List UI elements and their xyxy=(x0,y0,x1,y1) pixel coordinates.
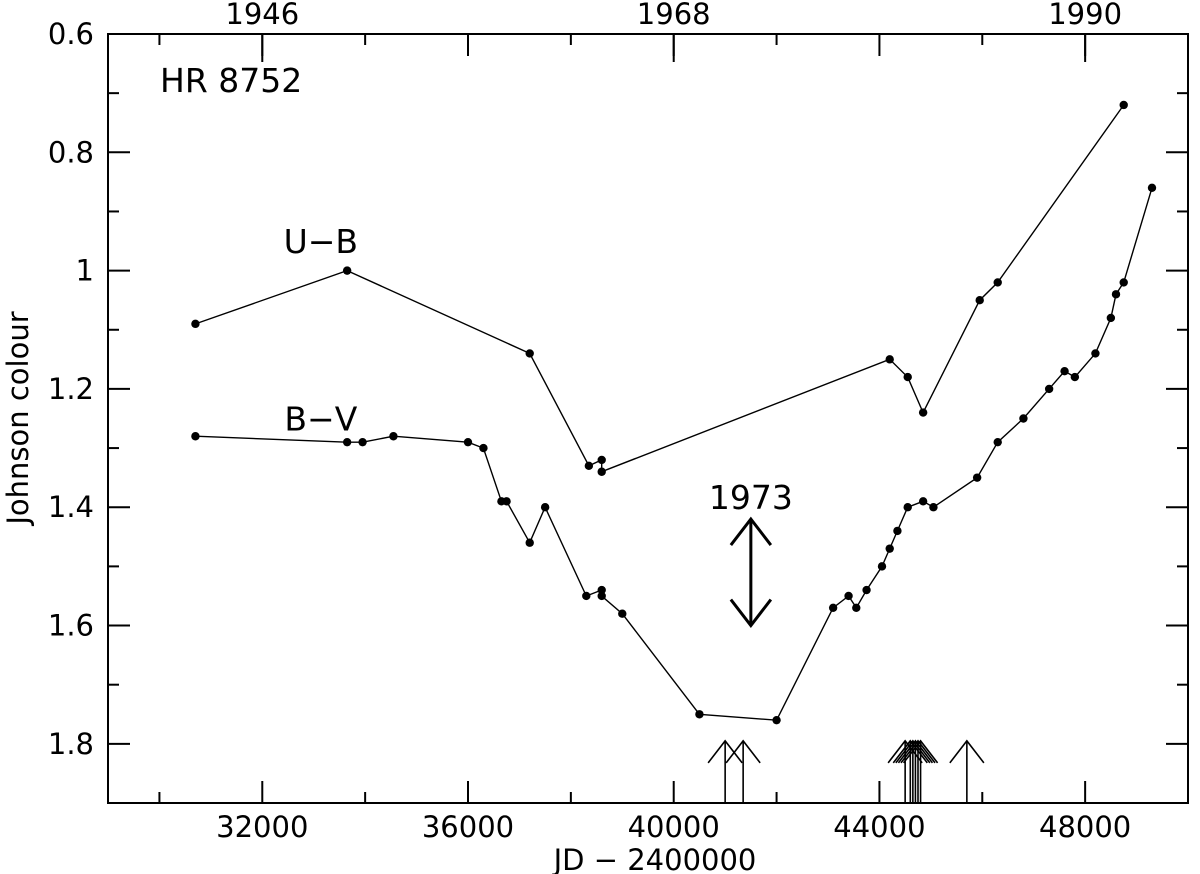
event-arrow-head xyxy=(895,739,931,764)
data-point xyxy=(893,526,902,536)
data-point xyxy=(1119,100,1128,110)
data-point xyxy=(929,503,938,512)
plot-frame xyxy=(107,33,1189,804)
series-b-v: B−V xyxy=(191,183,1157,725)
top-axis: 1946 1968 1990 xyxy=(225,0,1122,62)
data-point xyxy=(1091,349,1100,358)
year-label: 1968 xyxy=(637,0,711,31)
data-point xyxy=(1106,313,1116,323)
data-point xyxy=(695,710,704,719)
data-point xyxy=(903,503,912,512)
y-tick-label: 1.4 xyxy=(48,490,94,524)
data-point xyxy=(463,437,473,447)
annotation-1973-label: 1973 xyxy=(709,478,793,517)
event-arrow-head xyxy=(900,739,936,764)
data-point xyxy=(479,443,488,453)
data-point xyxy=(975,295,984,305)
y-tick-label: 0.8 xyxy=(48,135,94,169)
data-point xyxy=(584,461,594,471)
data-point xyxy=(844,591,853,601)
y-tick-label: 1.6 xyxy=(48,609,94,643)
data-point xyxy=(972,473,982,482)
year-label: 1990 xyxy=(1048,0,1122,31)
x-tick-label: 32000 xyxy=(216,810,308,844)
series-label: B−V xyxy=(284,399,357,438)
data-point xyxy=(389,432,398,441)
data-point xyxy=(618,609,627,618)
y-axis-label: Johnson colour xyxy=(1,311,35,526)
x-tick-label: 44000 xyxy=(833,810,925,844)
y-tick-label: 1 xyxy=(76,254,94,288)
data-point xyxy=(1019,414,1028,423)
data-point xyxy=(1070,372,1080,382)
event-arrow-head xyxy=(949,739,985,764)
event-arrow-head xyxy=(897,739,934,764)
data-point xyxy=(877,562,887,571)
data-point xyxy=(885,355,894,364)
data-point xyxy=(597,591,606,601)
event-arrow-head xyxy=(725,739,761,764)
data-point xyxy=(885,544,894,553)
x-tick-label: 36000 xyxy=(422,810,514,844)
annotation-arrow-head-down xyxy=(729,598,773,628)
x-tick-label: 40000 xyxy=(628,810,720,844)
year-label: 1946 xyxy=(225,0,299,31)
data-point xyxy=(191,432,200,441)
event-arrow-head xyxy=(887,739,923,764)
data-point xyxy=(1044,384,1054,394)
data-point xyxy=(582,591,591,601)
event-arrows xyxy=(707,739,985,803)
series-label: U−B xyxy=(284,222,358,261)
data-point xyxy=(525,538,534,547)
data-point xyxy=(597,585,606,595)
data-point xyxy=(525,349,534,358)
data-point xyxy=(540,503,550,512)
data-point xyxy=(502,497,511,506)
chart-title: HR 8752 xyxy=(160,61,302,100)
annotation-layer: 1973 xyxy=(709,478,793,628)
data-point xyxy=(358,437,367,447)
x-axis-label: JD − 2400000 xyxy=(552,843,757,874)
x-tick-label: 48000 xyxy=(1039,810,1131,844)
data-point xyxy=(772,715,781,725)
data-point xyxy=(342,266,352,275)
data-point xyxy=(1119,278,1128,287)
data-point xyxy=(342,437,352,447)
data-point xyxy=(993,437,1002,447)
axes: 32000 36000 40000 44000 48000 0.6 0.8 1 1.2 1.4 1.… xyxy=(48,17,1189,844)
data-point xyxy=(1060,366,1069,376)
series-layer: U−B B−V xyxy=(191,100,1157,725)
data-point xyxy=(993,278,1002,287)
series-u-b: U−B xyxy=(191,100,1128,476)
event-arrow-head xyxy=(707,739,743,764)
y-tick-label: 1.8 xyxy=(48,727,94,761)
y-tick-label: 1.2 xyxy=(48,372,94,406)
data-point xyxy=(852,603,861,612)
data-point xyxy=(862,585,871,595)
annotation-arrow-head-up xyxy=(729,516,773,546)
data-point xyxy=(903,372,912,382)
data-point xyxy=(191,319,200,329)
data-point xyxy=(918,408,928,417)
data-point xyxy=(597,467,606,476)
data-point xyxy=(828,603,838,612)
data-point xyxy=(597,455,606,465)
data-point xyxy=(918,497,928,506)
series-line xyxy=(195,104,1125,473)
event-arrow-head xyxy=(902,739,939,764)
data-point xyxy=(1147,183,1157,192)
y-tick-label: 0.6 xyxy=(48,17,94,51)
data-point xyxy=(1111,290,1121,299)
event-arrow-head xyxy=(892,739,928,764)
